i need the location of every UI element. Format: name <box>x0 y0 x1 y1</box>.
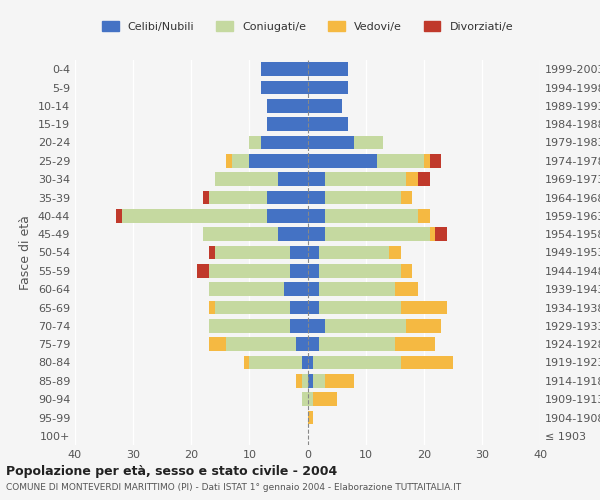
Bar <box>395 282 418 296</box>
Bar <box>308 118 348 131</box>
Bar <box>267 99 308 112</box>
Bar <box>406 319 441 332</box>
Bar <box>308 190 325 204</box>
Bar <box>308 228 325 241</box>
Bar <box>418 209 430 222</box>
Bar <box>308 80 348 94</box>
Bar <box>244 356 250 370</box>
Bar <box>261 62 308 76</box>
Bar <box>267 118 308 131</box>
Bar <box>354 136 383 149</box>
Bar <box>325 228 430 241</box>
Bar <box>395 338 436 351</box>
Bar <box>313 374 325 388</box>
Bar <box>250 154 308 168</box>
Bar <box>308 209 325 222</box>
Bar <box>308 172 325 186</box>
Bar <box>325 319 406 332</box>
Bar <box>296 374 302 388</box>
Bar <box>209 190 267 204</box>
Bar <box>308 246 319 260</box>
Bar <box>313 392 337 406</box>
Bar <box>203 228 278 241</box>
Bar <box>209 319 290 332</box>
Bar <box>261 136 308 149</box>
Bar <box>308 154 377 168</box>
Bar <box>418 172 430 186</box>
Bar <box>401 264 412 278</box>
Bar <box>290 264 308 278</box>
Bar <box>278 172 308 186</box>
Bar <box>308 282 319 296</box>
Bar <box>319 282 395 296</box>
Bar <box>215 300 290 314</box>
Bar <box>401 356 453 370</box>
Bar <box>424 154 430 168</box>
Bar <box>209 282 284 296</box>
Bar <box>406 172 418 186</box>
Bar <box>308 392 313 406</box>
Text: COMUNE DI MONTEVERDI MARITTIMO (PI) - Dati ISTAT 1° gennaio 2004 - Elaborazione : COMUNE DI MONTEVERDI MARITTIMO (PI) - Da… <box>6 482 461 492</box>
Legend: Celibi/Nubili, Coniugati/e, Vedovi/e, Divorziati/e: Celibi/Nubili, Coniugati/e, Vedovi/e, Di… <box>97 16 518 38</box>
Bar <box>436 228 447 241</box>
Bar <box>325 374 354 388</box>
Bar <box>313 356 401 370</box>
Bar <box>302 374 308 388</box>
Bar <box>319 264 401 278</box>
Bar <box>430 154 441 168</box>
Bar <box>121 209 267 222</box>
Bar <box>325 209 418 222</box>
Bar <box>290 300 308 314</box>
Bar <box>250 136 261 149</box>
Bar <box>319 246 389 260</box>
Bar <box>284 282 308 296</box>
Bar <box>308 62 348 76</box>
Bar <box>389 246 401 260</box>
Bar <box>209 300 215 314</box>
Y-axis label: Fasce di età: Fasce di età <box>19 215 32 290</box>
Bar <box>250 356 302 370</box>
Bar <box>296 338 308 351</box>
Bar <box>430 228 436 241</box>
Bar <box>290 319 308 332</box>
Bar <box>308 99 343 112</box>
Bar <box>308 300 319 314</box>
Bar <box>203 190 209 204</box>
Bar <box>325 172 406 186</box>
Bar <box>290 246 308 260</box>
Bar <box>209 246 215 260</box>
Text: Popolazione per età, sesso e stato civile - 2004: Popolazione per età, sesso e stato civil… <box>6 465 337 478</box>
Bar <box>261 80 308 94</box>
Bar <box>232 154 250 168</box>
Bar <box>325 190 401 204</box>
Bar <box>308 374 313 388</box>
Bar <box>302 392 308 406</box>
Bar <box>267 209 308 222</box>
Bar <box>319 338 395 351</box>
Bar <box>308 264 319 278</box>
Bar <box>267 190 308 204</box>
Bar <box>226 338 296 351</box>
Bar <box>226 154 232 168</box>
Bar <box>319 300 401 314</box>
Bar <box>308 319 325 332</box>
Bar <box>308 356 313 370</box>
Bar <box>308 136 354 149</box>
Bar <box>401 190 412 204</box>
Bar <box>401 300 447 314</box>
Bar <box>209 264 290 278</box>
Bar <box>308 338 319 351</box>
Bar <box>278 228 308 241</box>
Bar <box>308 410 313 424</box>
Bar <box>377 154 424 168</box>
Bar <box>116 209 121 222</box>
Bar <box>215 246 290 260</box>
Bar <box>215 172 278 186</box>
Bar <box>302 356 308 370</box>
Bar <box>197 264 209 278</box>
Bar <box>209 338 226 351</box>
